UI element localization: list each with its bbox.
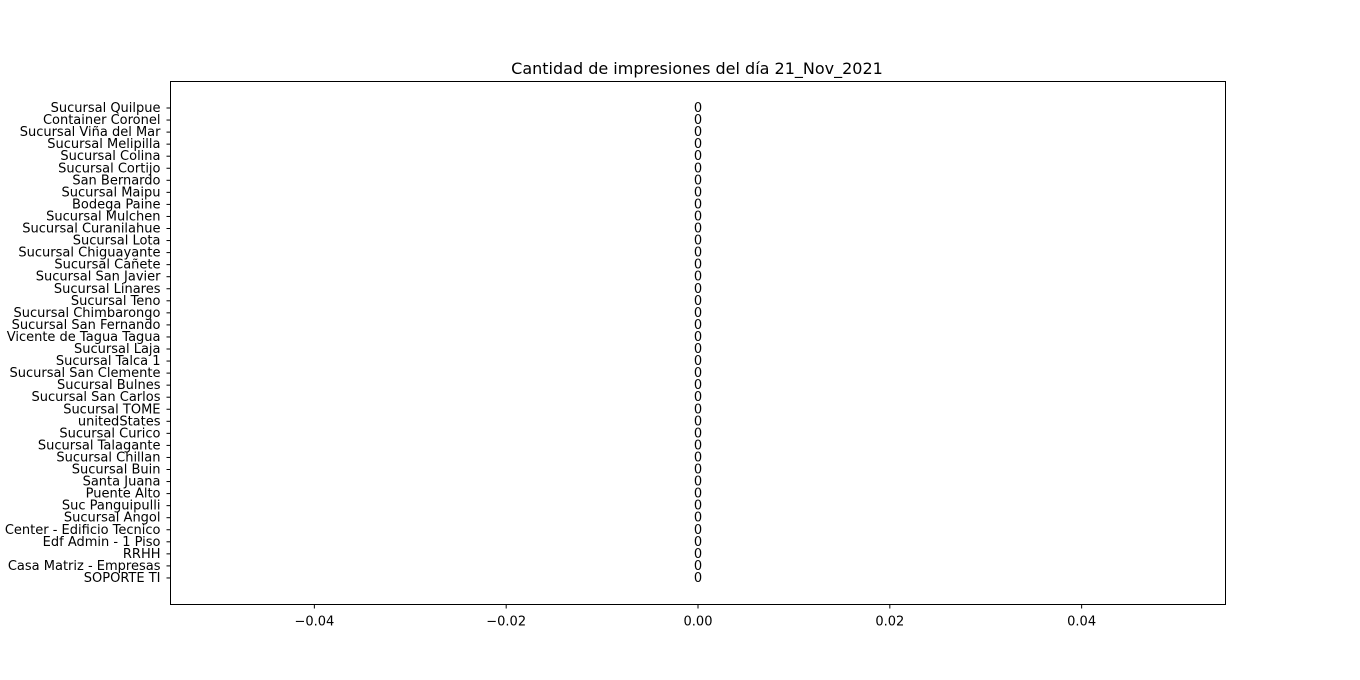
y-tick-label: Sucursal Laja — [74, 342, 161, 357]
data-label: 0 — [694, 125, 702, 140]
data-label: 0 — [694, 330, 702, 345]
data-label: 0 — [694, 101, 702, 116]
data-label: 0 — [694, 559, 702, 574]
y-tick-label: Vicente de Tagua Tagua — [7, 330, 161, 345]
data-label: 0 — [694, 414, 702, 429]
data-label: 0 — [694, 185, 702, 200]
data-label: 0 — [694, 306, 702, 321]
y-tick-label: Sucursal Lota — [73, 234, 161, 249]
data-label: 0 — [694, 571, 702, 586]
data-label: 0 — [694, 487, 702, 502]
data-label: 0 — [694, 209, 702, 224]
data-label: 0 — [694, 197, 702, 212]
x-tick-label: 0.04 — [1067, 615, 1096, 630]
y-tick-label: Container Coronel — [43, 113, 161, 128]
data-label: 0 — [694, 366, 702, 381]
x-axis: −0.04 −0.02 0.00 0.02 0.04 — [294, 604, 1096, 630]
data-label: 0 — [694, 426, 702, 441]
data-label: 0 — [694, 149, 702, 164]
chart-title: Cantidad de impresiones del día 21_Nov_2… — [511, 59, 883, 79]
data-label: 0 — [694, 450, 702, 465]
data-label: 0 — [694, 318, 702, 333]
y-tick-label: Sucursal Curanilahue — [22, 222, 160, 237]
x-tick-label: −0.02 — [486, 615, 526, 630]
data-label: 0 — [694, 246, 702, 261]
data-label: 0 — [694, 378, 702, 393]
y-tick-label: SOPORTE TI — [84, 571, 161, 586]
y-tick-label: Sucursal Colina — [60, 149, 160, 164]
data-label: 0 — [694, 499, 702, 514]
data-label: 0 — [694, 222, 702, 237]
data-label: 0 — [694, 547, 702, 562]
y-tick-label: Sucursal Chiguayante — [18, 246, 160, 261]
y-tick-label: Sucursal Chillan — [56, 450, 160, 465]
data-label: 0 — [694, 438, 702, 453]
x-tick-label: −0.04 — [294, 615, 334, 630]
data-label: 0 — [694, 294, 702, 309]
data-label: 0 — [694, 402, 702, 417]
y-tick-label: Suc Panguipulli — [62, 499, 161, 514]
y-tick-label: Sucursal TOME — [63, 402, 160, 417]
y-tick-label: Sucursal Viña del Mar — [20, 125, 161, 140]
data-label: 0 — [694, 113, 702, 128]
data-label: 0 — [694, 523, 702, 538]
x-tick-label: 0.00 — [684, 615, 713, 630]
y-tick-label: Sucursal San Carlos — [31, 390, 160, 405]
y-tick-label: Edf Admin - 1 Piso — [43, 535, 161, 550]
data-label: 0 — [694, 535, 702, 550]
y-tick-label: Sucursal San Clemente — [10, 366, 161, 381]
y-tick-label: Sucursal Teno — [71, 294, 161, 309]
y-tick-label: Santa Juana — [83, 475, 161, 490]
y-tick-label: Casa Matriz - Empresas — [8, 559, 161, 574]
y-tick-label: Sucursal Talca 1 — [56, 354, 161, 369]
y-tick-label: Center - Edificio Tecnico — [5, 523, 161, 538]
y-tick-label: Sucursal Quilpue — [51, 101, 161, 116]
y-tick-label: Sucursal Melipilla — [47, 137, 160, 152]
data-label: 0 — [694, 342, 702, 357]
y-tick-label: Sucursal Angol — [64, 511, 161, 526]
y-tick-label: Sucursal Talagante — [38, 438, 161, 453]
y-tick-label: Puente Alto — [86, 487, 161, 502]
y-tick-label: San Bernardo — [72, 173, 160, 188]
y-tick-label: Sucursal Cortijo — [58, 161, 160, 176]
data-label: 0 — [694, 282, 702, 297]
data-label: 0 — [694, 475, 702, 490]
data-label: 0 — [694, 161, 702, 176]
y-tick-label: RRHH — [123, 547, 161, 562]
data-label: 0 — [694, 390, 702, 405]
y-tick-label: unitedStates — [78, 414, 161, 429]
data-label: 0 — [694, 173, 702, 188]
y-tick-label: Sucursal Chimbarongo — [14, 306, 161, 321]
y-tick-label: Sucursal Curico — [59, 426, 160, 441]
y-tick-label: Sucursal Bulnes — [57, 378, 161, 393]
data-label: 0 — [694, 511, 702, 526]
y-tick-label: Sucursal Buin — [72, 463, 161, 478]
x-tick-label: 0.02 — [875, 615, 904, 630]
data-label: 0 — [694, 354, 702, 369]
data-label: 0 — [694, 258, 702, 273]
data-label: 0 — [694, 137, 702, 152]
y-tick-label: Sucursal Linares — [54, 282, 161, 297]
y-tick-label: Bodega Paine — [72, 197, 161, 212]
y-tick-label: Sucursal Mulchen — [46, 209, 160, 224]
data-label: 0 — [694, 234, 702, 249]
y-tick-label: Sucursal San Javier — [36, 270, 161, 285]
data-label: 0 — [694, 270, 702, 285]
data-label: 0 — [694, 463, 702, 478]
y-tick-label: Sucursal Cañete — [54, 258, 160, 273]
y-tick-label: Sucursal Maipu — [62, 185, 161, 200]
y-tick-label: Sucursal San Fernando — [12, 318, 161, 333]
